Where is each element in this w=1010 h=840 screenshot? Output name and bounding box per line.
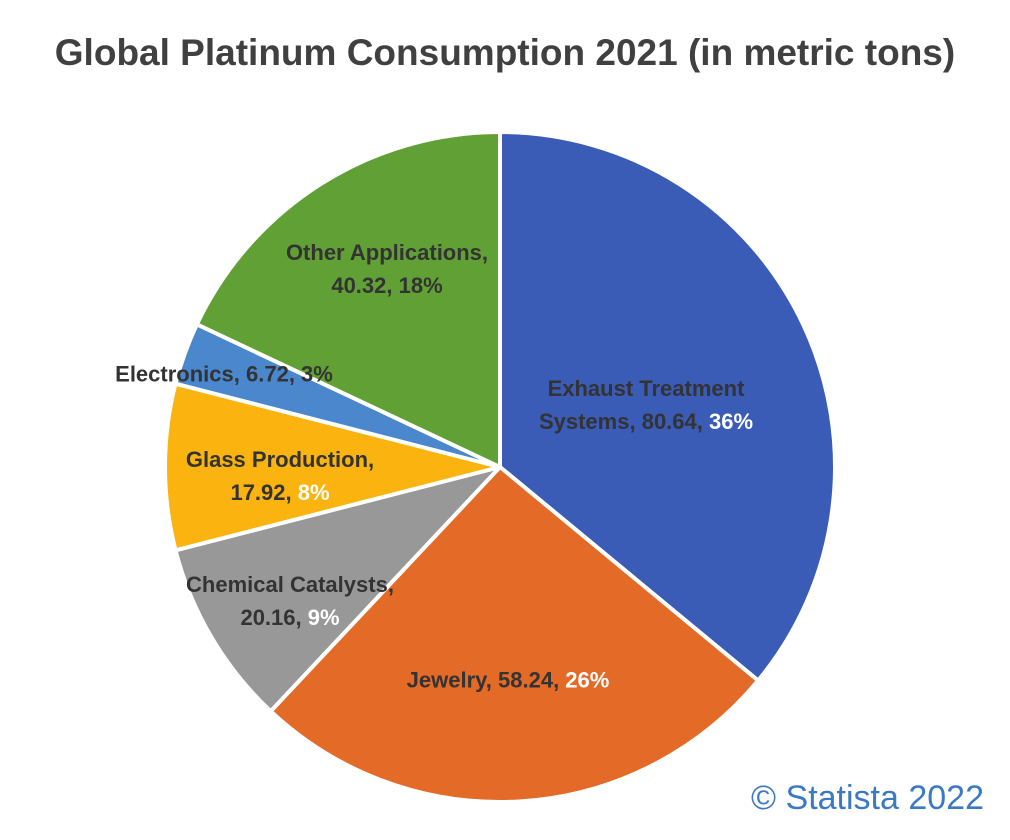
pie-slice-glass-production [163,381,502,553]
label-name: Exhaust Treatment Systems [538,376,745,434]
label-name: Jewelry [406,667,486,693]
label-value: 20.16 [240,605,296,630]
slice-label-other: Other Applications, 40.32, 18% [285,240,489,298]
statista-credit: © Statista 2022 [751,779,984,817]
slice-label-jewelry: Jewelry, 58.24, 26% [406,667,610,693]
label-value: 80.64 [641,409,697,434]
pie-slice-jewelry [268,465,761,804]
slice-label-electronics: Electronics, 6.72, 3% [115,361,333,387]
label-percent: 3% [301,361,333,387]
pie-slice-exhaust-treatment-systems [498,130,837,683]
slice-label-glass: Glass Production, 17.92, 8% [185,447,375,505]
label-value: 58.24 [498,667,554,693]
label-percent: 9% [307,605,340,630]
pie-slice-chemical-catalysts [173,465,502,714]
label-name: Chemical Catalysts [186,572,388,597]
label-value: 6.72 [245,361,289,387]
label-value: 17.92 [230,480,286,505]
chart-title: Global Platinum Consumption 2021 (in met… [54,32,956,73]
label-percent: 26% [565,667,610,693]
label-name: Glass Production [185,447,369,472]
slice-label-exhaust: Exhaust Treatment Systems, 80.64, 36% [538,376,754,434]
slice-label-chemical: Chemical Catalysts, 20.16, 9% [186,572,394,630]
label-value: 40.32 [331,273,387,298]
label-percent: 8% [297,480,330,505]
label-name: Electronics [115,361,234,387]
pie-slice-other-applications [194,130,502,469]
label-percent: 18% [398,273,443,298]
label-name: Other Applications [285,240,482,265]
label-percent: 36% [709,409,754,434]
